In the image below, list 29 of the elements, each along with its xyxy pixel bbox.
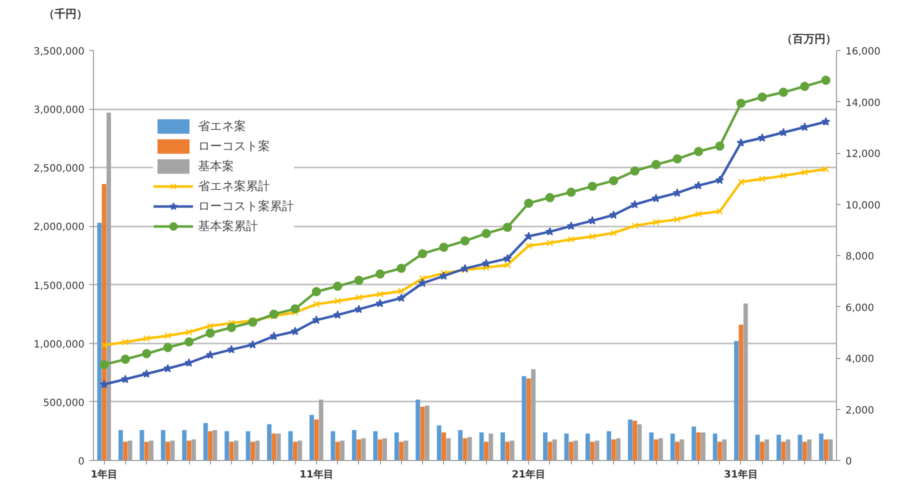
y-tick-label: 1,000,000 bbox=[34, 339, 85, 350]
y-tick-label: 0 bbox=[78, 456, 85, 468]
y-axis-title: （千円） bbox=[44, 8, 88, 20]
y-tick-label: 3,500,000 bbox=[34, 46, 85, 58]
y-tick-label: 2,000,000 bbox=[34, 222, 85, 234]
y2-axis-title: （百万円） bbox=[782, 32, 836, 46]
y2-tick-label: 8,000 bbox=[846, 252, 874, 262]
y-tick-label: 500,000 bbox=[43, 398, 85, 409]
legend-label: 省エネ案 bbox=[198, 118, 246, 134]
legend-label: 省エネ案累計 bbox=[198, 178, 270, 194]
legend-label: 基本案 bbox=[198, 158, 234, 174]
y2-tick-label: 2,000 bbox=[846, 405, 874, 416]
y2-tick-label: 4,000 bbox=[846, 354, 874, 365]
x-tick-label: 1年目 bbox=[90, 468, 118, 480]
y2-tick-label: 12,000 bbox=[846, 149, 880, 160]
y-tick-label: 3,000,000 bbox=[34, 105, 85, 116]
x-tick-label: 31年目 bbox=[724, 468, 758, 480]
y2-tick-label: 0 bbox=[846, 456, 852, 468]
y2-tick-label: 14,000 bbox=[846, 98, 880, 109]
x-tick-label: 11年目 bbox=[299, 468, 334, 480]
legend-label: ローコスト案 bbox=[198, 138, 270, 154]
y2-tick-label: 10,000 bbox=[846, 200, 880, 212]
y2-tick-label: 16,000 bbox=[846, 46, 880, 58]
legend-label: 基本案累計 bbox=[198, 218, 258, 234]
y2-tick-label: 6,000 bbox=[846, 302, 874, 314]
y-tick-label: 2,500,000 bbox=[34, 164, 85, 175]
legend-label: ローコスト案累計 bbox=[198, 198, 294, 214]
x-tick-label: 21年目 bbox=[512, 468, 546, 480]
y-tick-label: 1,500,000 bbox=[34, 280, 85, 292]
